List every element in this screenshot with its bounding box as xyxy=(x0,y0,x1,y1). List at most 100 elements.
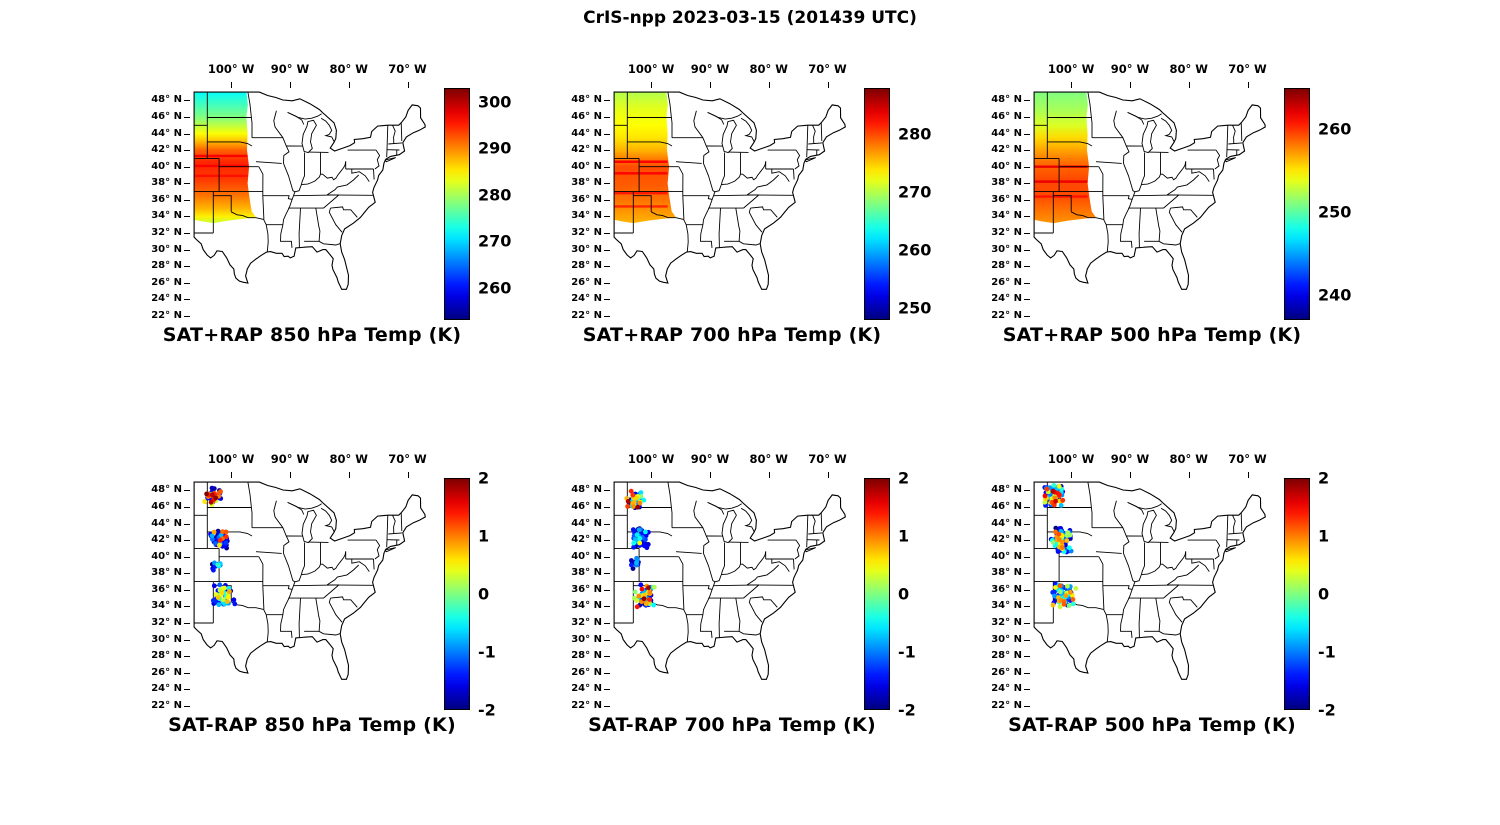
lat-tick-label: 26° N xyxy=(991,276,1022,288)
state-border xyxy=(320,117,335,143)
state-border xyxy=(287,111,305,125)
obs-difference-dot xyxy=(225,594,231,600)
colorbar-sat-plus-rap-500 xyxy=(1284,88,1310,320)
lat-tick-label: 22° N xyxy=(571,699,602,711)
state-border xyxy=(1113,500,1124,528)
state-border xyxy=(262,195,265,220)
colorbar-tick-label: 2 xyxy=(478,468,490,488)
state-border xyxy=(746,564,780,586)
obs-difference-dot xyxy=(641,497,647,503)
colorbar-tick-label: 280 xyxy=(478,185,512,205)
obs-difference-dot xyxy=(647,597,652,602)
obs-difference-dot xyxy=(625,499,631,504)
state-border xyxy=(675,161,702,164)
map-sat-minus-rap-850 xyxy=(193,481,426,680)
state-border xyxy=(230,211,264,220)
state-border xyxy=(1158,630,1181,636)
lat-tick-label: 36° N xyxy=(991,193,1022,205)
lon-tick-label: 70° W xyxy=(1228,452,1267,466)
obs-difference-dot xyxy=(642,592,648,598)
obs-difference-dot xyxy=(231,597,237,603)
obs-difference-dot xyxy=(636,527,642,533)
colorbar-tick-label: -2 xyxy=(1318,700,1336,720)
state-border xyxy=(373,558,375,570)
temperature-swath xyxy=(1034,92,1096,224)
lat-tick-label: 32° N xyxy=(991,617,1022,628)
panel-caption: SAT+RAP 700 hPa Temp (K) xyxy=(582,324,882,346)
state-border xyxy=(287,501,322,510)
state-border xyxy=(1102,585,1133,590)
lat-tick-label: 30° N xyxy=(151,243,182,255)
lon-tickmark xyxy=(651,82,653,88)
lat-tickmark xyxy=(184,166,190,168)
obs-difference-dot xyxy=(1053,585,1058,590)
lake-michigan-outline xyxy=(1141,509,1157,544)
state-border xyxy=(326,564,360,586)
lon-tickmark xyxy=(1129,472,1131,478)
lat-tickmark xyxy=(604,133,610,135)
lon-tick-label: 80° W xyxy=(329,452,368,466)
lat-tick-label: 28° N xyxy=(151,260,182,272)
panel-caption: SAT+RAP 850 hPa Temp (K) xyxy=(162,324,462,346)
obs-difference-dot xyxy=(1042,493,1048,499)
lat-tickmark xyxy=(604,573,610,575)
lon-tick-label: 80° W xyxy=(749,452,788,466)
state-border xyxy=(1140,542,1145,575)
obs-difference-dot xyxy=(219,590,225,595)
lon-tick-label: 90° W xyxy=(1110,62,1150,76)
lat-tickmark xyxy=(1024,133,1030,135)
lat-tickmark xyxy=(184,133,190,135)
state-border xyxy=(1113,110,1124,138)
lat-tickmark xyxy=(604,540,610,542)
state-border xyxy=(750,206,778,218)
obs-difference-dot xyxy=(630,566,636,571)
obs-difference-dot xyxy=(641,543,647,549)
colorbar-sat-plus-rap-850 xyxy=(444,88,470,320)
lat-tickmark xyxy=(1024,623,1030,624)
lat-tickmark xyxy=(184,523,190,525)
lat-tickmark xyxy=(184,216,190,218)
lat-tick-label: 42° N xyxy=(151,144,182,156)
state-border xyxy=(300,152,305,185)
state-border xyxy=(392,125,396,145)
lat-tickmark xyxy=(184,282,190,284)
lat-tick-label: 24° N xyxy=(151,293,182,305)
panel-sat-minus-rap-700: 100° W 90° W 80° W 70° W 48° N 46° N 44° N 42° … xyxy=(552,448,972,758)
state-border xyxy=(287,501,305,515)
lat-tickmark xyxy=(184,639,190,641)
obs-difference-dot xyxy=(1044,486,1050,492)
obs-difference-dot xyxy=(217,582,223,588)
lat-tickmark xyxy=(184,689,190,691)
state-border xyxy=(298,598,301,638)
state-border xyxy=(1213,558,1215,570)
lat-tickmark xyxy=(604,490,610,492)
state-border xyxy=(682,585,713,590)
obs-difference-dot xyxy=(647,590,653,595)
state-border xyxy=(1102,195,1105,220)
state-border xyxy=(707,501,725,515)
state-border xyxy=(384,547,396,553)
obs-difference-dot xyxy=(215,562,221,568)
state-border xyxy=(1138,208,1141,248)
lat-tick-label: 44° N xyxy=(571,127,602,139)
lat-tick-label: 40° N xyxy=(151,550,182,562)
obs-difference-dot xyxy=(202,499,208,505)
state-border xyxy=(693,500,704,528)
map-sat-plus-rap-850 xyxy=(193,91,426,290)
state-border xyxy=(1191,559,1210,572)
colorbar-tick-label: 270 xyxy=(478,231,512,251)
state-border xyxy=(650,601,684,610)
lon-tick-label: 100° W xyxy=(1047,452,1095,466)
state-border xyxy=(1103,609,1109,642)
obs-difference-dot xyxy=(634,532,640,538)
state-border xyxy=(718,598,721,638)
state-border xyxy=(806,515,809,548)
obs-difference-dot xyxy=(625,504,630,509)
lat-tick-label: 46° N xyxy=(571,111,602,122)
lat-tick-label: 36° N xyxy=(151,583,182,595)
state-border xyxy=(804,547,816,553)
colorbar-tick-label: 260 xyxy=(898,240,932,260)
lat-tickmark xyxy=(604,282,610,284)
lat-tick-label: 22° N xyxy=(991,309,1022,321)
panel-sat-plus-rap-500: 100° W 90° W 80° W 70° W 48° N 46° N 44° N 42° … xyxy=(972,58,1392,368)
